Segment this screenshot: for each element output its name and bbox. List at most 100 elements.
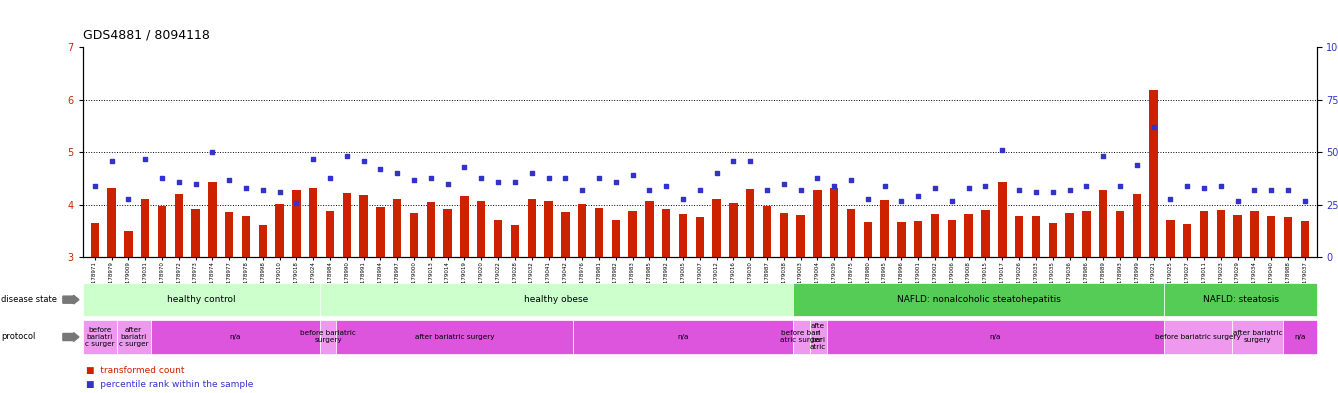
Bar [1065,213,1073,257]
Bar [1267,217,1275,257]
Bar [561,212,570,257]
Bar [443,209,452,257]
Text: afte
r
bari
atric: afte r bari atric [809,323,826,351]
Point [471,174,492,181]
Bar [309,188,317,257]
Bar [578,204,586,257]
Bar [1049,223,1057,257]
Point [991,147,1013,153]
Point [538,174,559,181]
Bar [276,204,284,257]
Bar [914,220,922,257]
Point [151,174,173,181]
Text: before bariatric surgery: before bariatric surgery [1156,334,1242,340]
Text: ■  percentile rank within the sample: ■ percentile rank within the sample [86,380,253,389]
Bar [1250,211,1259,257]
Text: n/a: n/a [1294,334,1306,340]
Point [672,195,693,202]
Text: after bariatric surgery: after bariatric surgery [415,334,495,340]
Bar [863,222,872,257]
Point [907,193,929,200]
Bar [225,212,233,257]
Bar [594,208,603,257]
Bar [292,190,301,257]
Bar [796,215,805,257]
Text: n/a: n/a [677,334,689,340]
Point [403,176,424,183]
Point [520,170,542,176]
Point [975,183,997,189]
Bar [91,223,99,257]
Point [1260,187,1282,193]
Bar [1183,224,1191,257]
Bar [1234,215,1242,257]
Point [1227,198,1248,204]
Point [807,174,828,181]
Bar [747,189,755,257]
Bar [191,209,199,257]
Point [420,174,442,181]
Point [789,187,811,193]
Bar [140,198,150,257]
Text: before
bariatri
c surger: before bariatri c surger [86,327,115,347]
Point [118,195,139,202]
Bar [393,199,401,257]
Point [185,181,206,187]
Point [622,172,644,178]
Point [941,198,962,204]
Point [823,183,844,189]
Point [891,198,913,204]
Point [369,166,391,172]
Bar [947,220,957,257]
Bar [965,214,973,257]
Point [438,181,459,187]
Bar [478,201,486,257]
Point [1109,183,1131,189]
Bar [174,194,183,257]
Bar [242,216,250,257]
Bar [1149,90,1157,257]
Point [84,183,106,189]
Point [571,187,593,193]
Bar [209,182,217,257]
Point [689,187,710,193]
Bar [696,217,704,257]
Point [1058,187,1080,193]
Bar [527,198,537,257]
Bar [360,195,368,257]
Point [756,187,777,193]
Point [1092,153,1113,160]
Bar [1200,211,1208,257]
Text: before bariatric
surgery: before bariatric surgery [300,331,356,343]
Bar [1116,211,1124,257]
Point [605,178,626,185]
Bar [1132,194,1141,257]
Text: n/a: n/a [229,334,241,340]
Point [925,185,946,191]
Point [589,174,610,181]
Point [1278,187,1299,193]
Bar [847,209,855,257]
Point [1025,189,1046,195]
Text: ■  transformed count: ■ transformed count [86,366,185,375]
Point [874,183,895,189]
Point [286,200,308,206]
Bar [1284,217,1293,257]
Point [218,176,240,183]
Point [706,170,728,176]
Point [100,158,122,164]
Point [740,158,761,164]
Point [1294,198,1315,204]
Point [1127,162,1148,168]
Point [269,189,290,195]
Text: protocol: protocol [1,332,36,342]
Point [1009,187,1030,193]
Text: healthy control: healthy control [167,295,235,304]
Text: GDS4881 / 8094118: GDS4881 / 8094118 [83,28,210,41]
Point [169,178,190,185]
Point [320,174,341,181]
Bar [107,188,115,257]
Point [555,174,577,181]
Text: before bari
atric surger: before bari atric surger [780,331,822,343]
Bar [124,231,132,257]
